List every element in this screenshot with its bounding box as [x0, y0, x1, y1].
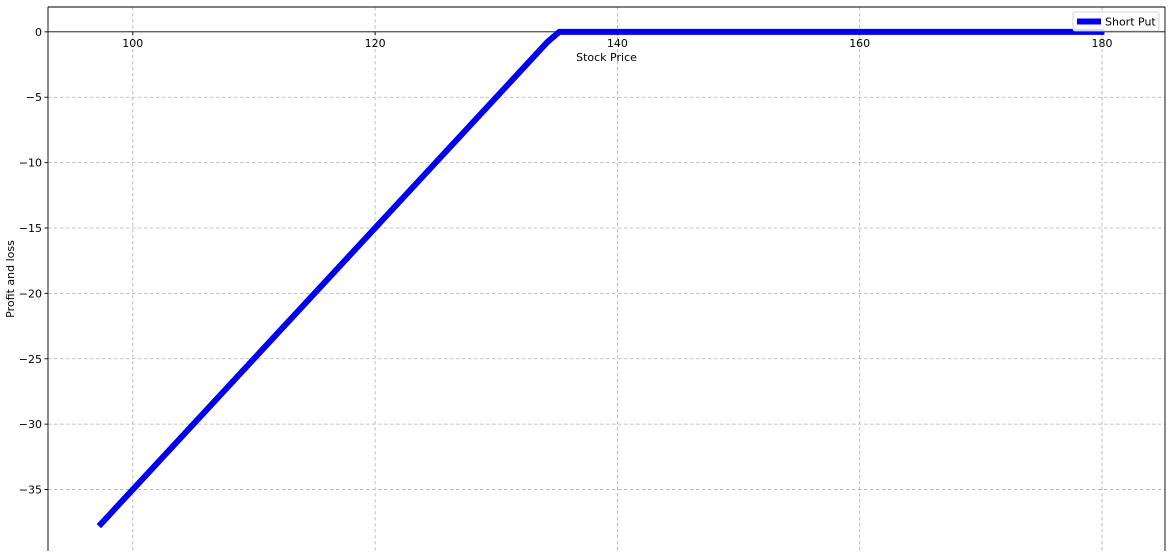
y-tick-label: −20	[19, 287, 42, 300]
x-axis-label: Stock Price	[576, 51, 637, 64]
legend-label-short-put: Short Put	[1105, 16, 1156, 29]
x-tick-label: 100	[122, 37, 143, 50]
y-axis-label: Profit and loss	[4, 240, 17, 318]
x-tick-label: 180	[1092, 37, 1113, 50]
legend-box	[1072, 11, 1160, 32]
axes-layer: 100 120 140 160 180 0 −5 −10 −15 −20 −25 −30 −35	[19, 6, 1166, 551]
label-layer: Stock Price Profit and loss	[4, 51, 637, 318]
y-tick-label: −25	[19, 353, 42, 366]
x-tick-label: 120	[365, 37, 386, 50]
series-line-short-put	[96, 28, 1105, 529]
legend: Short Put	[1072, 11, 1160, 32]
y-tick-label: −15	[19, 222, 42, 235]
series-layer	[96, 28, 1105, 529]
grid-layer	[48, 7, 1165, 551]
x-tick-label: 160	[849, 37, 870, 50]
y-tick-label: −30	[19, 418, 42, 431]
y-tick-label: −35	[19, 484, 42, 497]
y-tick-label: −10	[19, 157, 42, 170]
x-tick-label: 140	[607, 37, 628, 50]
y-tick-label: 0	[35, 26, 42, 39]
y-tick-label: −5	[26, 91, 42, 104]
